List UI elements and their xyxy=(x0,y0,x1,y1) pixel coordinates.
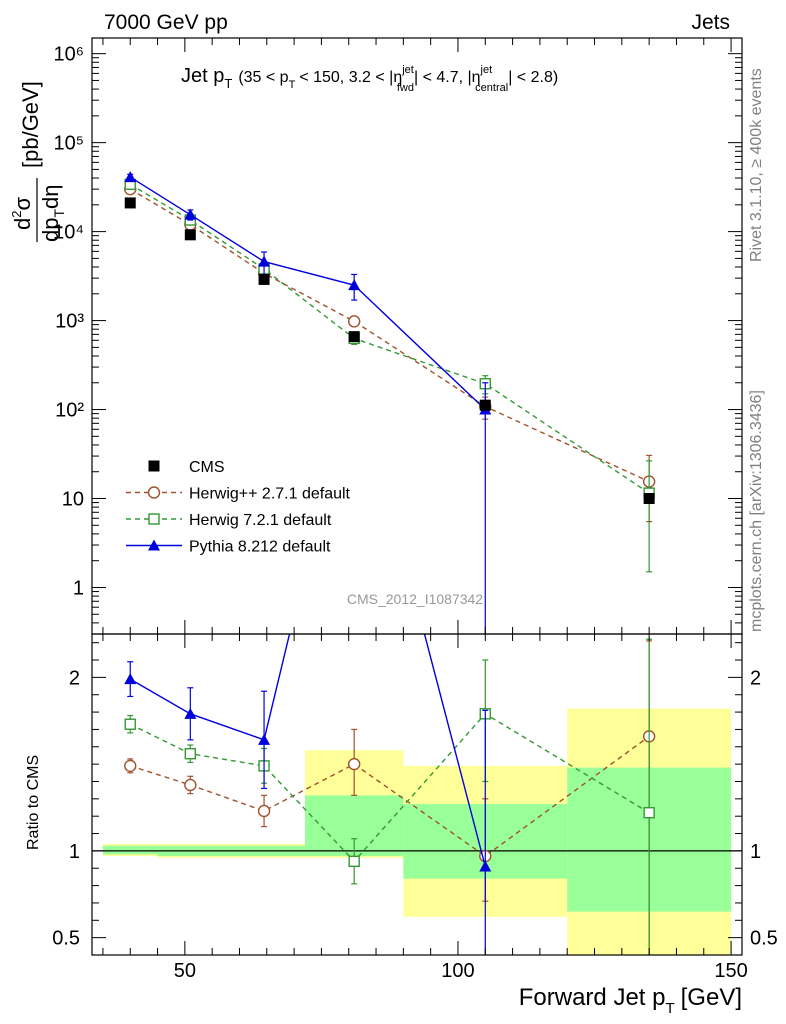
ratio-series-3-point xyxy=(184,707,197,719)
legend-marker-cms xyxy=(148,460,160,472)
y-tick-label-ratio: 2 xyxy=(69,667,80,689)
main-series-cms-point xyxy=(258,273,270,285)
x-axis-label: Forward Jet pT [GeV] xyxy=(519,984,742,1017)
analysis-watermark: CMS_2012_I1087342 xyxy=(347,591,483,607)
main-title: Jet pT (35 < pT < 150, 3.2 < |ηjet fwd| < 4… xyxy=(181,64,558,94)
y-tick-label-ratio: 0.5 xyxy=(52,928,80,950)
y-label-den-dp: dp xyxy=(38,218,63,242)
main-series-cms-point xyxy=(348,331,360,343)
ratio-series-2-point xyxy=(643,807,655,819)
y-tick-label-main: 10⁴ xyxy=(53,222,84,244)
x-label-sub: T xyxy=(665,1000,674,1017)
uncertainty-band-green xyxy=(102,845,158,855)
y-tick-label-main: 1 xyxy=(73,577,84,599)
y-tick-label-main: 10 xyxy=(62,489,84,511)
legend-label: Herwig++ 2.7.1 default xyxy=(189,486,351,503)
main-series-cms-point xyxy=(479,399,491,411)
ratio-series-1-line xyxy=(130,735,650,857)
main-series-cms-point xyxy=(184,229,196,241)
y-label-den-end: dη xyxy=(38,184,63,208)
ratio-series-3-point xyxy=(124,673,137,685)
title-range-mid2: | < 4.7, |η xyxy=(414,69,481,86)
header-energy: 7000 GeV pp xyxy=(104,11,228,34)
ratio-series-1-point xyxy=(184,778,197,792)
ratio-series-3-point xyxy=(258,733,271,745)
ratio-series-1-point xyxy=(257,804,271,818)
header-category: Jets xyxy=(691,11,730,34)
ratio-series-3-point xyxy=(348,359,360,370)
y-tick-label-main: 10⁵ xyxy=(53,133,84,155)
main-series-3-line xyxy=(129,176,486,411)
main-series-3-point xyxy=(258,255,271,267)
y-tick-label-main: 10³ xyxy=(55,311,84,333)
title-main: Jet p xyxy=(181,65,224,87)
y-label-den: dpTdη xyxy=(38,184,67,242)
main-series-2-line xyxy=(129,183,650,494)
title-range-mid: < 150, 3.2 < |η xyxy=(299,69,402,86)
main-series-3-point xyxy=(124,171,137,183)
title-range-open: (35 < p xyxy=(238,69,288,86)
x-tick-label: 100 xyxy=(441,960,474,982)
title-range-sub: T xyxy=(289,79,296,91)
y-tick-label-ratio-right: 0.5 xyxy=(750,928,778,950)
main-y-label: d2σ dpTdη [pb/GeV] xyxy=(9,81,67,242)
ratio-series-1-point xyxy=(347,757,361,771)
y-tick-label-ratio-right: 1 xyxy=(750,841,761,863)
y-label-num: d2σ xyxy=(9,197,35,230)
legend: CMS Herwig++ 2.7.1 default Herwig 7.2.1 de… xyxy=(126,459,351,556)
ratio-series-2-point xyxy=(124,718,136,730)
title-central-sup: jet xyxy=(480,64,493,76)
main-series-3-point xyxy=(348,279,361,291)
ratio-frame xyxy=(91,633,743,956)
x-tick-label: 50 xyxy=(174,960,196,982)
ratio-series-3-point xyxy=(479,860,492,872)
main-plot-area xyxy=(124,171,656,634)
main-series-cms-point xyxy=(643,493,655,505)
ratio-uncertainty-bands xyxy=(102,708,732,955)
y-label-num-d: d xyxy=(10,218,35,230)
ratio-series-1-point xyxy=(124,759,137,773)
y-label-unit: [pb/GeV] xyxy=(18,81,43,168)
main-series-1-line xyxy=(129,188,650,483)
ratio-y-label: Ratio to CMS xyxy=(25,755,42,850)
y-label-num-end: σ xyxy=(10,197,35,211)
legend-marker xyxy=(147,486,161,499)
legend-marker xyxy=(148,513,160,525)
y-tick-label-main: 10⁶ xyxy=(54,44,84,66)
y-tick-label-ratio-right: 2 xyxy=(750,667,761,689)
main-series-cms-point xyxy=(124,197,136,209)
ratio-series-2-point xyxy=(348,855,360,868)
y-label-num-sup: 2 xyxy=(9,211,24,218)
title-fwd-sup: jet xyxy=(401,64,414,76)
legend-label: Herwig 7.2.1 default xyxy=(189,512,332,529)
main-series-1-point xyxy=(347,315,361,328)
x-label-main: Forward Jet p xyxy=(519,984,666,1011)
y-label-den-sub: T xyxy=(51,209,67,218)
ratio-series-2-point xyxy=(184,748,197,760)
title-fwd-sub: fwd xyxy=(397,82,414,94)
title-central-sub: central xyxy=(475,82,508,94)
y-tick-label-ratio: 1 xyxy=(69,841,80,863)
main-series-3-point xyxy=(184,208,197,220)
legend-label: Pythia 8.212 default xyxy=(189,539,331,556)
legend-marker xyxy=(148,539,160,551)
x-label-unit: [GeV] xyxy=(681,984,742,1011)
ratio-series-2-line xyxy=(129,712,650,863)
mcplots-label: mcplots.cern.ch [arXiv:1306.3436] xyxy=(748,390,765,632)
legend-label: CMS xyxy=(189,459,225,476)
title-range-close: | < 2.8) xyxy=(508,69,558,86)
title-main-sub: T xyxy=(224,76,232,91)
rivet-label: Rivet 3.1.10, ≥ 400k events xyxy=(748,68,765,262)
y-tick-label-main: 10² xyxy=(55,400,84,422)
ratio-plot-area xyxy=(92,359,742,955)
x-tick-label: 150 xyxy=(714,960,747,982)
